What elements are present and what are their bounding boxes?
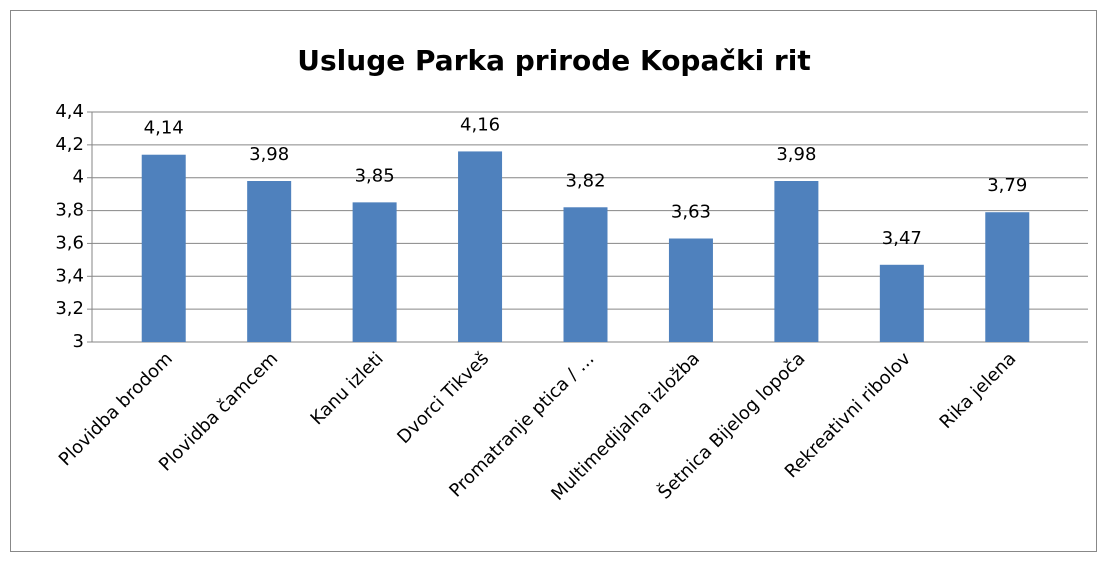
data-label: 4,16 [460, 114, 500, 135]
chart-title: Usluge Parka prirode Kopački rit [297, 44, 810, 77]
y-tick-label: 3,8 [55, 200, 84, 221]
bar [458, 151, 503, 342]
y-tick-label: 4,2 [55, 134, 84, 155]
y-tick-label: 3 [73, 331, 84, 352]
data-label: 3,47 [882, 228, 922, 249]
bar [985, 212, 1030, 342]
y-tick-label: 4,4 [55, 101, 84, 122]
y-tick-label: 3,6 [55, 232, 84, 253]
data-label: 3,98 [249, 144, 289, 165]
bar [563, 207, 608, 342]
bar [352, 202, 397, 342]
bar [141, 154, 186, 342]
data-label: 3,63 [671, 202, 711, 223]
y-tick-label: 4 [73, 167, 84, 188]
y-tick-label: 3,2 [55, 298, 84, 319]
bar [247, 181, 292, 342]
data-label: 4,14 [144, 118, 184, 139]
data-label: 3,85 [355, 165, 395, 186]
bar [879, 264, 924, 342]
bar [774, 181, 819, 342]
bar [668, 238, 713, 342]
data-label: 3,82 [565, 170, 605, 191]
data-label: 3,98 [776, 144, 816, 165]
data-label: 3,79 [987, 175, 1027, 196]
y-tick-label: 3,4 [55, 265, 84, 286]
